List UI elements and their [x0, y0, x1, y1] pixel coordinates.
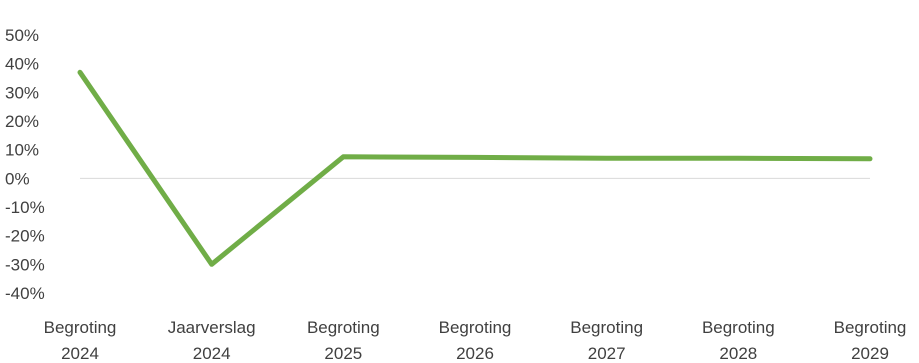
x-tick-label: Begroting	[44, 318, 117, 337]
y-tick-label: -20%	[5, 227, 45, 246]
x-tick-label: 2026	[456, 344, 494, 363]
x-tick-label: Begroting	[834, 318, 907, 337]
x-tick-label: 2029	[851, 344, 889, 363]
x-tick-label: Jaarverslag	[168, 318, 256, 337]
y-tick-label: -10%	[5, 198, 45, 217]
y-tick-label: 40%	[5, 55, 39, 74]
x-tick-label: 2024	[61, 344, 99, 363]
y-axis-labels: 50% 40% 30% 20% 10% 0% -10% -20% -30% -40%	[5, 26, 45, 303]
y-tick-label: -40%	[5, 284, 45, 303]
x-tick-label: Begroting	[439, 318, 512, 337]
y-tick-label: 0%	[5, 169, 30, 188]
y-tick-label: 30%	[5, 83, 39, 102]
x-tick-label: Begroting	[702, 318, 775, 337]
y-tick-label: 50%	[5, 26, 39, 45]
x-tick-label: 2027	[588, 344, 626, 363]
x-tick-label: Begroting	[307, 318, 380, 337]
x-axis-labels: Begroting 2024 Jaarverslag 2024 Begroting 202…	[44, 318, 907, 363]
y-tick-label: 20%	[5, 112, 39, 131]
y-tick-label: -30%	[5, 255, 45, 274]
y-tick-label: 10%	[5, 141, 39, 160]
x-tick-label: 2028	[719, 344, 757, 363]
x-tick-label: 2024	[193, 344, 231, 363]
x-tick-label: 2025	[324, 344, 362, 363]
x-tick-label: Begroting	[570, 318, 643, 337]
series-line	[80, 72, 870, 264]
